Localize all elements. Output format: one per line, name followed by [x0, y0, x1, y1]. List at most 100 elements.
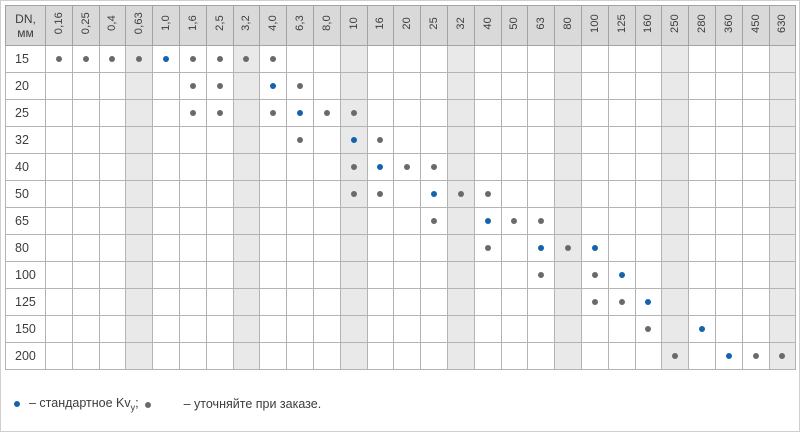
kv-cell [714, 288, 743, 316]
kv-cell [45, 72, 73, 100]
kv-cell [473, 261, 502, 289]
kv-cell [71, 261, 100, 289]
on-request-dot-icon [672, 352, 679, 359]
kv-cell [45, 342, 73, 370]
kv-cell [98, 126, 127, 154]
kv-cell [446, 234, 475, 262]
dn-row-header: 200 [5, 342, 46, 370]
kv-cell [607, 72, 636, 100]
kv-cell [152, 99, 180, 127]
kv-cell [45, 288, 73, 316]
kv-cell [688, 234, 716, 262]
kv-cell [688, 261, 716, 289]
kv-cell [607, 288, 636, 316]
on-request-dot-icon [618, 298, 625, 305]
kv-cell [446, 153, 475, 181]
kv-cell [98, 288, 127, 316]
on-request-dot-icon [377, 136, 384, 143]
kv-cell [420, 261, 448, 289]
kv-cell [259, 180, 288, 208]
kv-cell [473, 315, 502, 343]
kv-cell [286, 45, 314, 73]
table-row: 15 [5, 45, 797, 73]
kv-column-header: 50 [500, 5, 529, 46]
standard-kv-dot-icon [699, 325, 706, 332]
kv-cell [527, 45, 556, 73]
kv-cell [259, 126, 288, 154]
kv-cell [339, 45, 368, 73]
kv-cell [71, 207, 100, 235]
kv-cell [312, 234, 341, 262]
kv-cell [768, 180, 797, 208]
table-row: 200 [5, 342, 797, 370]
kv-cell [768, 207, 797, 235]
kv-cell [527, 99, 556, 127]
kv-cell [500, 261, 529, 289]
kv-cell [45, 45, 73, 73]
kv-cell [714, 180, 743, 208]
kv-column-label: 0,4 [106, 15, 119, 31]
kv-cell [554, 288, 582, 316]
kv-cell [580, 207, 609, 235]
kv-cell [554, 234, 582, 262]
kv-cell [446, 288, 475, 316]
kv-cell [634, 288, 663, 316]
on-request-dot-icon [216, 109, 223, 116]
kv-cell [473, 207, 502, 235]
kv-column-header: 63 [527, 5, 556, 46]
kv-cell [205, 207, 234, 235]
on-request-dot-icon [323, 109, 330, 116]
kv-cell [527, 126, 556, 154]
kv-column-label: 16 [374, 16, 387, 30]
kv-cell [366, 315, 395, 343]
kv-cell [607, 261, 636, 289]
kv-cell [393, 72, 422, 100]
kv-cell [688, 99, 716, 127]
kv-cell [205, 261, 234, 289]
kv-cell [768, 126, 797, 154]
kv-cell [366, 234, 395, 262]
kv-cell [125, 288, 154, 316]
kv-cell [178, 153, 207, 181]
kv-column-label: 40 [481, 16, 494, 30]
kv-cell [446, 99, 475, 127]
kv-cell [259, 153, 288, 181]
kv-cell [312, 126, 341, 154]
kv-cell [366, 45, 395, 73]
kv-column-header: 8,0 [312, 5, 341, 46]
kv-cell [259, 234, 288, 262]
kv-cell [741, 261, 770, 289]
kv-cell [98, 153, 127, 181]
on-request-dot-icon [752, 352, 759, 359]
kv-cell [232, 72, 261, 100]
kv-cell [634, 234, 663, 262]
kv-cell [580, 315, 609, 343]
kv-cell [205, 288, 234, 316]
kv-cell [446, 315, 475, 343]
kv-cell [661, 261, 690, 289]
kv-cell [500, 234, 529, 262]
kv-cell [661, 288, 690, 316]
kv-cell [473, 45, 502, 73]
kv-cell [393, 126, 422, 154]
on-request-dot-icon [591, 298, 598, 305]
on-request-dot-icon [350, 190, 357, 197]
kv-cell [178, 261, 207, 289]
on-request-dot-icon [457, 190, 464, 197]
kv-cell [768, 99, 797, 127]
dn-row-header: 32 [5, 126, 46, 154]
kv-cell [634, 180, 663, 208]
kv-cell [607, 153, 636, 181]
kv-column-label: 80 [562, 16, 575, 30]
on-request-dot-icon [538, 217, 545, 224]
kv-cell [232, 153, 261, 181]
kv-column-label: 0,25 [79, 11, 92, 35]
kv-column-header: 160 [634, 5, 663, 46]
table-row: 150 [5, 315, 797, 343]
kv-column-label: 100 [588, 13, 601, 33]
standard-kv-dot-icon [538, 244, 545, 251]
kv-cell [527, 234, 556, 262]
kv-cell [339, 261, 368, 289]
kv-cell [286, 207, 314, 235]
kv-cell [714, 315, 743, 343]
